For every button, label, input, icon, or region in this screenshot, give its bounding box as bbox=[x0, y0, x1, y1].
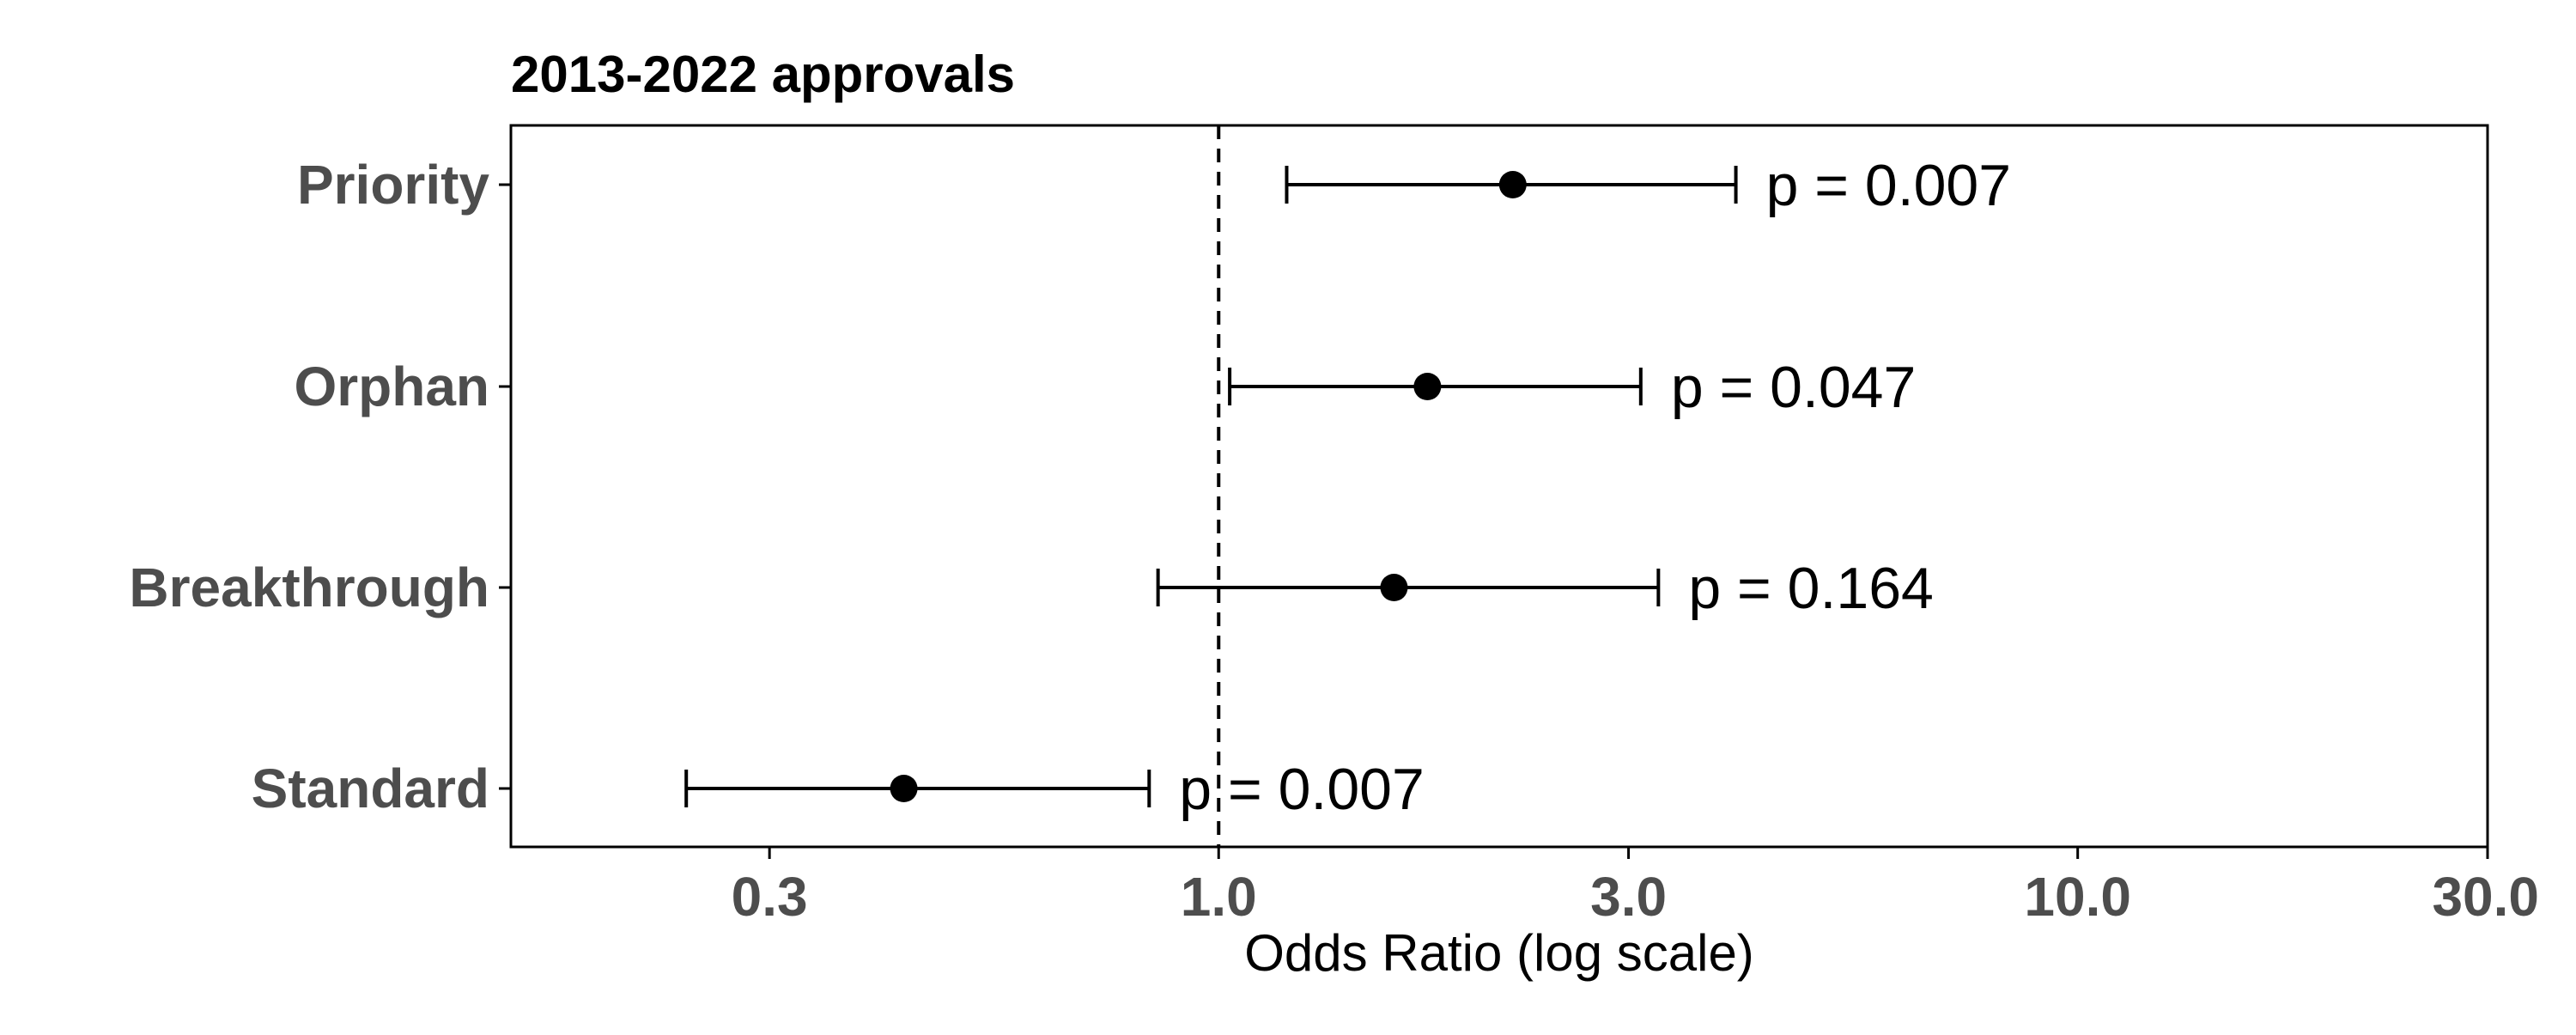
p-value-label-priority: p = 0.007 bbox=[1766, 153, 2011, 218]
category-label-priority: Priority bbox=[297, 154, 489, 216]
chart-title: 2013-2022 approvals bbox=[511, 46, 1015, 103]
category-label-standard: Standard bbox=[252, 758, 489, 819]
category-axis: Priority Orphan Breakthrough Standard bbox=[129, 154, 511, 819]
x-tick-label-3: 10.0 bbox=[2024, 866, 2131, 928]
point-priority bbox=[1498, 171, 1527, 198]
category-label-orphan: Orphan bbox=[294, 356, 489, 417]
x-tick-label-0: 0.3 bbox=[732, 866, 808, 928]
x-tick-label-1: 1.0 bbox=[1181, 866, 1257, 928]
category-label-breakthrough: Breakthrough bbox=[129, 557, 489, 618]
x-tick-label-4: 30.0 bbox=[2432, 866, 2539, 928]
p-value-label-standard: p = 0.007 bbox=[1179, 757, 1424, 822]
point-orphan bbox=[1413, 373, 1442, 400]
x-axis-label: Odds Ratio (log scale) bbox=[1244, 924, 1754, 982]
point-standard bbox=[890, 775, 918, 802]
plot-frame bbox=[509, 124, 2489, 849]
data-marks: p = 0.007 p = 0.047 p = 0.164 p = 0.007 bbox=[684, 153, 2011, 822]
point-breakthrough bbox=[1380, 574, 1408, 601]
p-value-label-breakthrough: p = 0.164 bbox=[1688, 556, 1933, 621]
x-tick-label-2: 3.0 bbox=[1590, 866, 1667, 928]
p-value-label-orphan: p = 0.047 bbox=[1671, 355, 1916, 420]
x-axis: 0.3 1.0 3.0 10.0 30.0 bbox=[732, 847, 2539, 928]
